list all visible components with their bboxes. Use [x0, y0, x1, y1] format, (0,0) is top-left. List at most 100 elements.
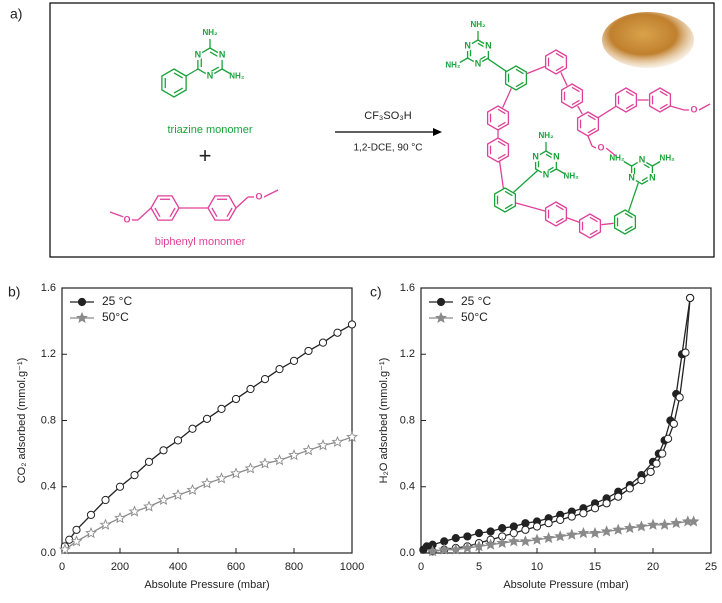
bond: [591, 145, 597, 149]
atom-label: N: [628, 172, 635, 182]
bond: [515, 81, 524, 88]
circle-marker: [614, 492, 623, 501]
circle-marker: [509, 522, 518, 531]
bond: [670, 105, 685, 111]
x-tick-label: 20: [647, 561, 659, 573]
circle-marker: [188, 424, 197, 433]
panel-label: b): [8, 284, 20, 300]
circle-marker: [556, 515, 565, 524]
star-marker: [542, 531, 555, 544]
scheme-frame: [49, 2, 715, 258]
atom-bg: [462, 41, 473, 51]
x-tick-label: 600: [227, 561, 245, 573]
circle-marker: [646, 467, 655, 476]
legend-marker: [76, 311, 88, 323]
bond: [659, 103, 668, 110]
series-line: [64, 436, 353, 551]
star-marker: [484, 538, 497, 550]
x-tick-label: 5: [476, 561, 482, 573]
y-tick-label: 0.4: [41, 481, 56, 493]
ring: [504, 65, 528, 91]
atom-label: N: [485, 40, 492, 50]
star-marker: [302, 444, 315, 456]
bond: [587, 127, 596, 134]
x-tick-label: 1000: [340, 561, 364, 573]
star-marker: [577, 526, 590, 539]
ring: [544, 201, 568, 227]
star-marker: [507, 535, 520, 547]
atom-bg: [473, 20, 483, 30]
star-marker: [589, 526, 601, 539]
circle-marker: [474, 529, 484, 538]
atom-bg: [647, 173, 658, 183]
circle-marker: [567, 512, 576, 521]
atom-bg: [205, 71, 215, 81]
circle-marker: [675, 393, 684, 402]
circle-marker: [625, 484, 634, 493]
circle-marker: [579, 509, 588, 518]
bond: [235, 196, 249, 209]
bond: [515, 202, 546, 212]
ring: [493, 187, 517, 213]
ring: [648, 87, 672, 113]
bond: [173, 87, 184, 94]
atom-label: NH₂: [538, 131, 554, 140]
circle-marker: [86, 510, 96, 520]
star-marker: [273, 454, 286, 466]
bond: [185, 68, 199, 77]
bond: [566, 217, 580, 223]
circle-marker: [101, 495, 110, 505]
circle-marker: [486, 527, 495, 536]
atom-label: O: [597, 142, 604, 152]
legend-label: 50°C: [461, 310, 488, 324]
bond: [698, 103, 711, 111]
x-tick-label: 15: [589, 561, 601, 573]
bond: [513, 170, 538, 193]
circle-marker: [304, 346, 313, 356]
series-line: [64, 323, 353, 547]
bond: [587, 135, 593, 147]
x-tick-label: 400: [169, 561, 187, 573]
legend-marker: [77, 297, 87, 307]
bond: [504, 190, 513, 197]
ring: [578, 213, 602, 239]
y-tick-label: 0.0: [400, 547, 415, 559]
circle-marker: [260, 374, 270, 384]
bond: [497, 121, 506, 128]
star-marker: [473, 540, 485, 552]
bond: [589, 216, 598, 223]
circle-marker: [681, 348, 690, 357]
bond: [221, 68, 231, 75]
y-tick-label: 0.8: [400, 414, 415, 426]
bond: [497, 140, 506, 147]
atom-label: NH₂: [660, 154, 676, 163]
bond: [154, 207, 161, 218]
atom-bg: [217, 50, 228, 60]
ring: [560, 83, 584, 109]
atom-label: N: [219, 49, 226, 59]
atom-label: O: [690, 104, 697, 114]
star-marker: [687, 515, 700, 527]
ring: [544, 49, 568, 75]
circle-marker: [173, 436, 183, 445]
legend-marker: [436, 297, 446, 307]
bond: [173, 72, 184, 79]
circle-marker: [463, 532, 472, 541]
atom-bg: [637, 155, 647, 165]
circle-marker: [637, 476, 646, 485]
circle-marker: [686, 293, 695, 303]
panel-label: c): [370, 284, 382, 300]
atom-label: N: [207, 70, 214, 80]
star-marker: [186, 483, 199, 496]
bond: [515, 68, 524, 75]
x-axis-title: Absolute Pressure (mbar): [144, 579, 269, 591]
star-marker: [635, 520, 648, 532]
atom-label: NH₂: [470, 20, 486, 29]
bond: [624, 212, 633, 219]
bond: [555, 65, 564, 72]
circle-marker: [275, 365, 284, 374]
legend-label: 25 °C: [461, 294, 491, 308]
bond: [577, 105, 583, 115]
bond: [497, 108, 506, 115]
